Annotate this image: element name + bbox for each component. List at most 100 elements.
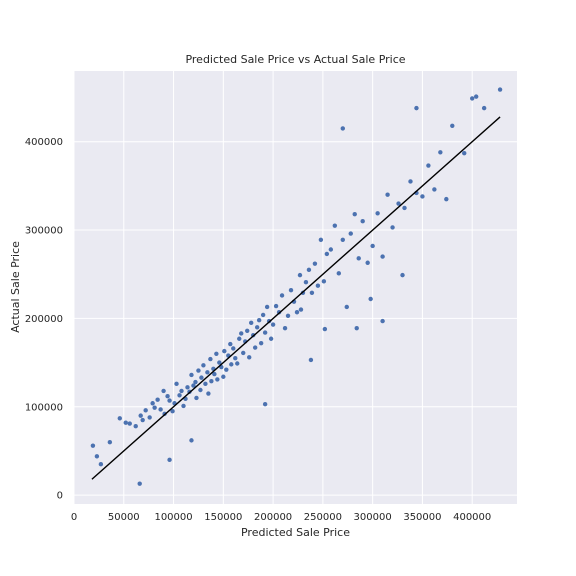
- data-point: [380, 254, 385, 259]
- data-point: [356, 256, 361, 261]
- data-point: [123, 420, 128, 425]
- data-point: [303, 279, 309, 285]
- data-point: [497, 87, 503, 92]
- data-point: [235, 361, 240, 366]
- data-point: [354, 325, 359, 331]
- data-point: [368, 296, 373, 302]
- data-point: [201, 363, 206, 368]
- data-point: [228, 341, 233, 347]
- x-tick-label: 300000: [354, 512, 392, 523]
- data-point: [375, 211, 380, 216]
- data-point: [414, 105, 419, 111]
- data-point: [264, 304, 270, 310]
- data-point: [370, 243, 375, 249]
- data-point: [400, 272, 405, 278]
- data-point: [297, 272, 303, 278]
- data-point: [215, 377, 220, 382]
- data-point: [426, 163, 431, 168]
- data-point: [252, 345, 258, 350]
- data-point: [138, 413, 143, 418]
- data-point: [217, 360, 222, 365]
- data-point: [268, 336, 274, 341]
- data-point: [473, 94, 479, 99]
- data-point: [189, 372, 194, 378]
- data-point: [196, 368, 201, 373]
- data-point: [432, 187, 437, 192]
- chart-title: Predicted Sale Price vs Actual Sale Pric…: [185, 53, 405, 66]
- data-point: [94, 454, 100, 459]
- data-points: [90, 87, 503, 486]
- data-point: [152, 405, 157, 410]
- data-point: [328, 247, 334, 252]
- plot-background: [74, 71, 517, 504]
- data-point: [262, 330, 268, 335]
- data-point: [324, 251, 330, 257]
- data-point: [385, 192, 390, 197]
- x-tick-label: 250000: [304, 512, 342, 523]
- data-point: [231, 346, 236, 351]
- data-point: [245, 328, 250, 333]
- y-tick-label: 0: [57, 491, 63, 502]
- data-point: [312, 261, 318, 266]
- data-point: [107, 439, 113, 445]
- data-point: [181, 403, 186, 409]
- y-tick-label: 300000: [25, 226, 63, 237]
- data-point: [344, 304, 349, 310]
- data-point: [260, 312, 266, 318]
- data-point: [117, 416, 122, 421]
- data-point: [254, 325, 260, 330]
- data-point: [258, 340, 264, 346]
- data-point: [332, 223, 338, 228]
- data-point: [205, 370, 210, 375]
- data-point: [212, 371, 217, 377]
- data-point: [191, 383, 196, 388]
- data-point: [143, 408, 148, 413]
- data-point: [241, 350, 246, 356]
- data-point: [98, 462, 104, 467]
- data-point: [462, 150, 467, 156]
- data-point: [318, 237, 324, 242]
- data-point: [198, 387, 203, 393]
- data-point: [161, 388, 166, 394]
- data-point: [90, 443, 96, 448]
- data-point: [150, 401, 155, 406]
- grid-lines: [73, 71, 517, 504]
- data-point: [470, 96, 475, 101]
- data-point: [306, 267, 312, 273]
- x-tick-label: 350000: [403, 512, 441, 523]
- data-point: [340, 237, 345, 242]
- y-axis-label: Actual Sale Price: [9, 241, 22, 333]
- data-point: [438, 150, 443, 155]
- data-point: [209, 378, 214, 384]
- data-point: [444, 196, 449, 202]
- data-point: [380, 318, 385, 324]
- data-point: [247, 355, 252, 360]
- data-point: [137, 481, 142, 486]
- data-point: [262, 401, 268, 407]
- data-point: [155, 397, 160, 402]
- data-point: [256, 317, 262, 323]
- x-tick-label: 100000: [154, 512, 192, 523]
- data-point: [309, 290, 315, 296]
- y-tick-label: 400000: [25, 137, 63, 148]
- data-point: [194, 395, 199, 401]
- data-point: [396, 201, 401, 206]
- data-point: [239, 331, 244, 336]
- data-point: [224, 367, 229, 372]
- data-point: [229, 362, 234, 367]
- data-point: [308, 357, 314, 363]
- data-point: [294, 310, 300, 315]
- data-point: [298, 307, 304, 312]
- y-tick-labels: 0 100000 200000 300000 400000: [25, 137, 63, 501]
- data-point: [174, 381, 179, 387]
- data-point: [340, 126, 345, 131]
- data-point: [282, 325, 288, 331]
- x-tick-label: 50000: [108, 512, 140, 523]
- data-point: [233, 355, 238, 361]
- data-point: [360, 219, 365, 224]
- data-point: [322, 326, 328, 332]
- data-point: [214, 351, 219, 356]
- data-point: [321, 279, 327, 284]
- data-point: [450, 123, 455, 128]
